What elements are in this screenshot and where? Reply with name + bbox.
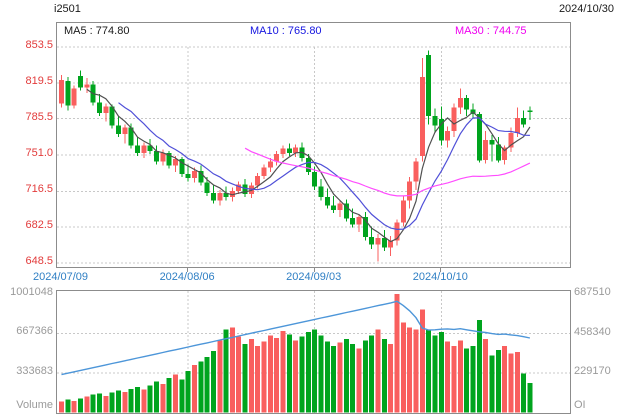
price-tick-label: 853.5 bbox=[25, 39, 53, 51]
volume-axis-title: Volume bbox=[16, 399, 53, 411]
price-tick-label: 819.5 bbox=[25, 74, 53, 87]
price-tick-label: 751.0 bbox=[25, 147, 53, 159]
volume-pane[interactable] bbox=[56, 290, 571, 414]
volume-tick-label: 333683 bbox=[16, 364, 53, 377]
price-tick-label: 682.5 bbox=[25, 219, 53, 232]
volume-tick-label: 667366 bbox=[16, 325, 53, 338]
candlestick-canvas[interactable] bbox=[57, 23, 570, 267]
date-tick-label: 2024/09/03 bbox=[286, 271, 342, 283]
price-tick-label: 716.5 bbox=[25, 183, 53, 196]
axis-tick-mark bbox=[187, 268, 189, 272]
date-tick-label: 2024/07/09 bbox=[32, 271, 89, 283]
oi-axis-title: OI bbox=[574, 399, 586, 411]
price-tick-label: 648.5 bbox=[25, 255, 53, 267]
instrument-symbol: i2501 bbox=[54, 3, 81, 15]
axis-tick-mark bbox=[313, 268, 315, 272]
chart-date: 2024/10/30 bbox=[558, 3, 614, 15]
date-tick-label: 2024/10/10 bbox=[412, 271, 468, 283]
volume-canvas[interactable] bbox=[57, 291, 570, 413]
oi-tick-label: 458340 bbox=[574, 325, 611, 338]
price-pane[interactable] bbox=[56, 22, 571, 268]
ma10-label: MA10 : 765.80 bbox=[250, 25, 322, 37]
date-tick-label: 2024/08/06 bbox=[159, 271, 215, 283]
axis-tick-mark bbox=[440, 268, 442, 272]
price-tick-label: 785.5 bbox=[25, 110, 53, 123]
ma-indicator-row: MA5 : 774.80 MA10 : 765.80 MA30 : 744.75 bbox=[56, 25, 571, 39]
ma5-label: MA5 : 774.80 bbox=[64, 25, 130, 37]
ma30-label: MA30 : 744.75 bbox=[455, 25, 527, 37]
volume-tick-label: 1001048 bbox=[10, 286, 53, 298]
oi-tick-label: 687510 bbox=[574, 286, 611, 298]
oi-tick-label: 229170 bbox=[574, 365, 611, 377]
